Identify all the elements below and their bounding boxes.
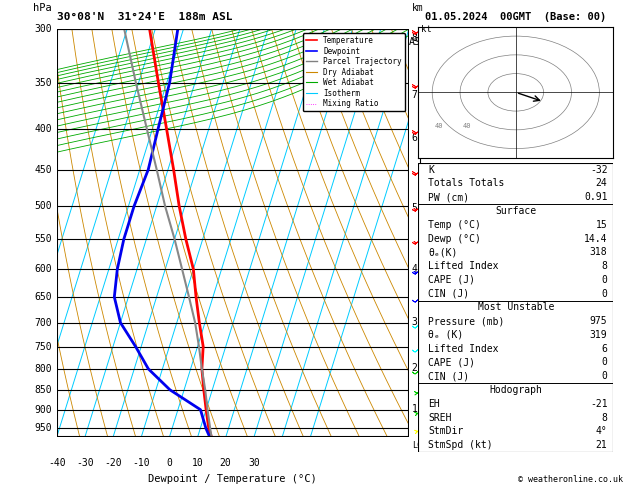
Text: 6: 6 bbox=[411, 133, 418, 143]
Text: 20: 20 bbox=[220, 458, 231, 468]
Text: Lifted Index: Lifted Index bbox=[428, 261, 499, 271]
Text: LCL: LCL bbox=[411, 441, 426, 451]
Text: 0.91: 0.91 bbox=[584, 192, 608, 202]
Text: 0: 0 bbox=[601, 358, 608, 367]
Text: 450: 450 bbox=[35, 165, 52, 174]
Text: CIN (J): CIN (J) bbox=[428, 371, 469, 381]
Text: 950: 950 bbox=[35, 423, 52, 434]
Text: Dewp (°C): Dewp (°C) bbox=[428, 234, 481, 243]
Text: 15: 15 bbox=[596, 220, 608, 230]
Text: SREH: SREH bbox=[428, 413, 452, 422]
Legend: Temperature, Dewpoint, Parcel Trajectory, Dry Adiabat, Wet Adiabat, Isotherm, Mi: Temperature, Dewpoint, Parcel Trajectory… bbox=[303, 33, 405, 111]
Text: EH: EH bbox=[428, 399, 440, 409]
Text: StmDir: StmDir bbox=[428, 426, 464, 436]
Text: 319: 319 bbox=[590, 330, 608, 340]
Text: -20: -20 bbox=[104, 458, 122, 468]
Text: θₑ(K): θₑ(K) bbox=[428, 247, 457, 257]
Text: kt: kt bbox=[421, 25, 432, 35]
Text: hPa: hPa bbox=[33, 3, 52, 13]
Text: Dewpoint / Temperature (°C): Dewpoint / Temperature (°C) bbox=[148, 474, 317, 484]
Text: 5: 5 bbox=[411, 203, 418, 213]
Text: 1: 1 bbox=[411, 404, 418, 414]
Text: 14.4: 14.4 bbox=[584, 234, 608, 243]
Text: CIN (J): CIN (J) bbox=[428, 289, 469, 298]
Text: CAPE (J): CAPE (J) bbox=[428, 358, 475, 367]
Text: 850: 850 bbox=[35, 385, 52, 395]
Text: 975: 975 bbox=[590, 316, 608, 326]
Text: 0: 0 bbox=[601, 371, 608, 381]
Text: 7: 7 bbox=[411, 90, 418, 100]
Text: Temp (°C): Temp (°C) bbox=[428, 220, 481, 230]
Text: 3: 3 bbox=[411, 317, 418, 327]
Text: Hodograph: Hodograph bbox=[489, 385, 542, 395]
Text: 40: 40 bbox=[463, 123, 471, 129]
Text: 21: 21 bbox=[596, 440, 608, 450]
Text: -21: -21 bbox=[590, 399, 608, 409]
Text: Surface: Surface bbox=[495, 206, 537, 216]
Text: Totals Totals: Totals Totals bbox=[428, 178, 504, 189]
Text: -10: -10 bbox=[132, 458, 150, 468]
Text: 0: 0 bbox=[601, 275, 608, 285]
Text: Lifted Index: Lifted Index bbox=[428, 344, 499, 354]
Text: -32: -32 bbox=[590, 165, 608, 174]
Text: 600: 600 bbox=[35, 264, 52, 274]
Text: 2: 2 bbox=[411, 363, 418, 373]
Text: 900: 900 bbox=[35, 405, 52, 415]
Text: 318: 318 bbox=[590, 247, 608, 257]
Text: 8: 8 bbox=[601, 413, 608, 422]
Text: 6: 6 bbox=[601, 344, 608, 354]
Text: 550: 550 bbox=[35, 234, 52, 244]
Text: θₑ (K): θₑ (K) bbox=[428, 330, 464, 340]
Text: 300: 300 bbox=[35, 24, 52, 34]
Text: 30: 30 bbox=[248, 458, 260, 468]
Text: ASL: ASL bbox=[408, 37, 426, 47]
Text: PW (cm): PW (cm) bbox=[428, 192, 469, 202]
Text: 10: 10 bbox=[192, 458, 203, 468]
Text: 500: 500 bbox=[35, 201, 52, 211]
Text: Pressure (mb): Pressure (mb) bbox=[428, 316, 504, 326]
Text: 8: 8 bbox=[601, 261, 608, 271]
Text: 24: 24 bbox=[596, 178, 608, 189]
Text: 0: 0 bbox=[167, 458, 172, 468]
Text: 750: 750 bbox=[35, 342, 52, 351]
Text: 8: 8 bbox=[411, 33, 418, 43]
Text: 400: 400 bbox=[35, 124, 52, 134]
Text: 40: 40 bbox=[435, 123, 443, 129]
Text: -30: -30 bbox=[76, 458, 94, 468]
Text: 700: 700 bbox=[35, 318, 52, 328]
Text: StmSpd (kt): StmSpd (kt) bbox=[428, 440, 493, 450]
Text: 0: 0 bbox=[601, 289, 608, 298]
Text: 350: 350 bbox=[35, 78, 52, 87]
Text: © weatheronline.co.uk: © weatheronline.co.uk bbox=[518, 474, 623, 484]
Text: 01.05.2024  00GMT  (Base: 00): 01.05.2024 00GMT (Base: 00) bbox=[425, 12, 606, 22]
Text: -40: -40 bbox=[48, 458, 65, 468]
Text: Most Unstable: Most Unstable bbox=[477, 302, 554, 312]
Text: K: K bbox=[428, 165, 434, 174]
Text: 800: 800 bbox=[35, 364, 52, 374]
Text: 4°: 4° bbox=[596, 426, 608, 436]
Text: 650: 650 bbox=[35, 292, 52, 302]
Text: Mixing Ratio (g/kg): Mixing Ratio (g/kg) bbox=[432, 177, 442, 289]
Text: 30°08'N  31°24'E  188m ASL: 30°08'N 31°24'E 188m ASL bbox=[57, 12, 232, 22]
Text: CAPE (J): CAPE (J) bbox=[428, 275, 475, 285]
Text: km: km bbox=[411, 3, 423, 13]
Text: 4: 4 bbox=[411, 264, 418, 274]
